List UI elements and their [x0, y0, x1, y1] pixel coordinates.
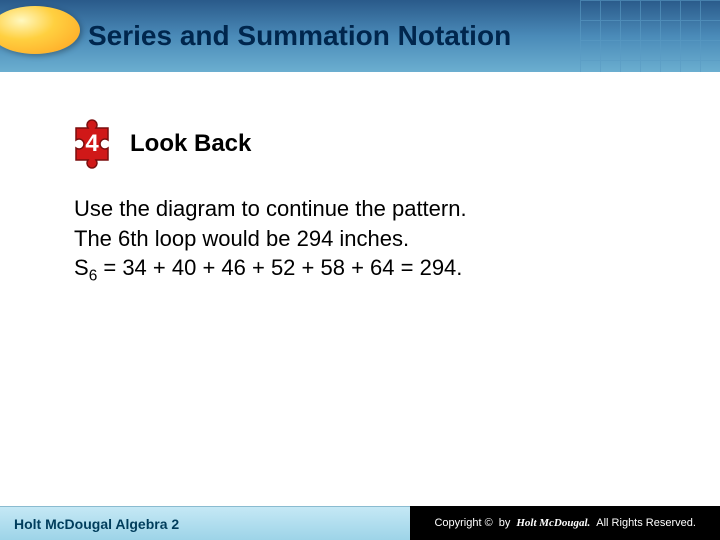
copyright-by: by [499, 517, 511, 529]
body-formula: S6 = 34 + 40 + 46 + 52 + 58 + 64 = 294. [74, 253, 660, 287]
footer-right: Copyright © by Holt McDougal. All Rights… [410, 506, 720, 540]
footer-book-label: Holt McDougal Algebra 2 [14, 516, 179, 532]
header-oval-decoration [0, 6, 80, 54]
step-number: 4 [85, 130, 98, 158]
step-label: Look Back [130, 130, 251, 158]
body-line-1: Use the diagram to continue the pattern. [74, 194, 660, 224]
footer-brand: Holt McDougal. [516, 517, 590, 529]
formula-prefix: S [74, 255, 89, 280]
formula-subscript: 6 [89, 268, 98, 285]
slide-title: Series and Summation Notation [88, 20, 511, 52]
step-badge: 4 [70, 122, 114, 166]
step-heading-row: 4 Look Back [70, 122, 660, 166]
header-grid-decoration [580, 0, 720, 72]
footer-left: Holt McDougal Algebra 2 [0, 506, 410, 540]
slide-header: Series and Summation Notation [0, 0, 720, 72]
body-line-2: The 6th loop would be 294 inches. [74, 224, 660, 254]
slide-content: 4 Look Back Use the diagram to continue … [0, 72, 720, 288]
formula-rest: = 34 + 40 + 46 + 52 + 58 + 64 = 294. [97, 255, 462, 280]
slide-footer: Holt McDougal Algebra 2 Copyright © by H… [0, 506, 720, 540]
copyright-rights: All Rights Reserved. [596, 517, 696, 529]
copyright-prefix: Copyright © [434, 517, 492, 529]
body-text: Use the diagram to continue the pattern.… [74, 194, 660, 288]
